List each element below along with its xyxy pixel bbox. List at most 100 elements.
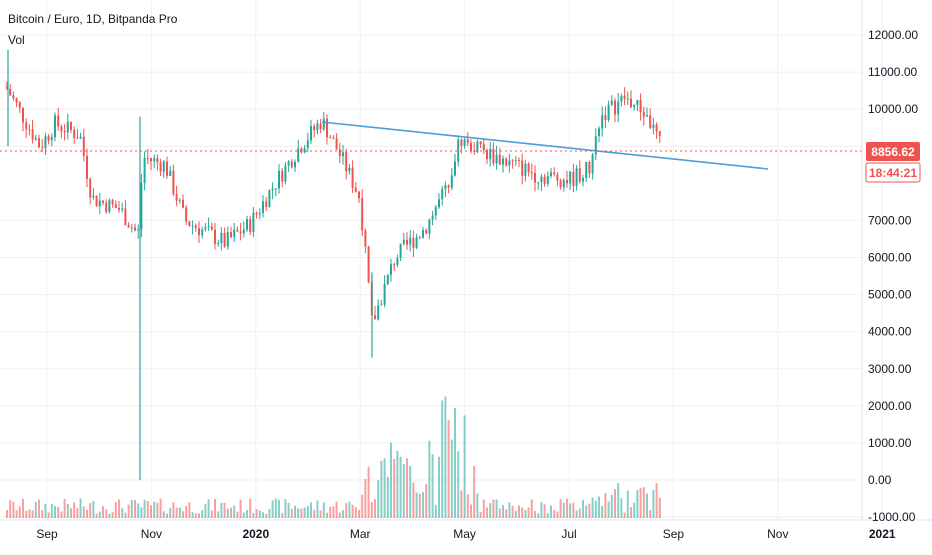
candle-body (201, 229, 204, 236)
candle-body (402, 239, 405, 244)
volume-bar (530, 499, 533, 518)
volume-bar (258, 510, 261, 518)
candle-body (9, 88, 12, 96)
candle-body (226, 232, 229, 247)
candle-body (284, 165, 287, 182)
volume-bar (153, 501, 156, 518)
trendline[interactable] (321, 121, 769, 170)
candle-body (188, 221, 191, 227)
volume-bar (146, 501, 149, 518)
volume-bar (297, 508, 300, 518)
volume-bar (572, 502, 575, 518)
volume-bar (441, 400, 444, 518)
candle-body (514, 160, 517, 162)
volume-bar (89, 503, 92, 518)
volume-bar (617, 483, 620, 518)
candle-body (31, 129, 34, 140)
candle-body (601, 115, 604, 129)
time-tick-label: Nov (767, 527, 788, 541)
volume-bar (329, 506, 332, 518)
candle-body (271, 188, 274, 191)
candle-body (348, 167, 351, 172)
candle-body (313, 126, 316, 131)
candle-body (252, 212, 255, 233)
candle-body (297, 148, 300, 162)
candle-body (530, 172, 533, 174)
volume-bar (527, 507, 530, 518)
candle-body (38, 138, 40, 148)
candle-body (242, 229, 245, 234)
candle-body (329, 137, 332, 139)
volume-bar (406, 458, 408, 518)
volume-bar (610, 494, 613, 518)
price-axis[interactable]: 12000.0011000.0010000.009000.007000.0060… (868, 28, 918, 524)
volume-bar (495, 499, 498, 518)
volume-bar (450, 439, 453, 518)
candle-body (146, 157, 149, 159)
volume-bar (444, 396, 447, 518)
candle-body (249, 219, 252, 233)
volume-indicator-label[interactable]: Vol (8, 33, 25, 47)
candle-body (604, 115, 607, 120)
candle-body (175, 194, 178, 201)
candle-body (364, 230, 367, 247)
volume-bar (306, 505, 309, 518)
volume-bar (137, 503, 140, 518)
volume-bar (386, 476, 389, 518)
volume-bar (473, 466, 476, 518)
volume-bar (175, 507, 178, 518)
volume-bar (454, 407, 456, 518)
volume-bar (185, 505, 188, 518)
volume-bar (415, 492, 418, 518)
time-axis[interactable]: Sep Nov 2020 Mar May Jul Sep Nov 2021 (36, 527, 896, 541)
volume-bar (268, 509, 271, 518)
volume-bar (367, 466, 370, 518)
candle-body (546, 176, 549, 184)
volume-bar (521, 507, 524, 518)
volume-bar (105, 509, 108, 518)
volume-bar (150, 505, 152, 518)
candle-body (306, 140, 309, 149)
volume-bar (546, 513, 549, 518)
time-tick-label: Sep (663, 527, 685, 541)
candle-body (210, 226, 213, 230)
candle-body (374, 315, 376, 320)
volume-bar (594, 500, 597, 518)
candle-body (409, 237, 412, 245)
volume-bar (57, 507, 60, 518)
volume-bar (562, 502, 565, 518)
volume-bar (50, 503, 53, 518)
candle-body (649, 115, 652, 128)
candle-body (594, 136, 597, 155)
candle-body (130, 227, 133, 229)
volume-bar (12, 501, 15, 518)
volume-bar (230, 507, 232, 518)
volume-bar (178, 507, 181, 518)
candle-body (118, 208, 120, 210)
symbol-title[interactable]: Bitcoin / Euro, 1D, Bitpanda Pro (8, 12, 178, 26)
candle-body (585, 161, 588, 179)
volume-bar (41, 510, 44, 518)
candle-body (578, 168, 581, 182)
volume-bar (284, 499, 287, 518)
candle-body (534, 173, 536, 183)
volume-bar (47, 512, 50, 518)
candle-body (623, 95, 626, 100)
candle-body (217, 243, 220, 245)
volume-bar (377, 480, 380, 518)
candle-body (47, 136, 50, 141)
volume-bar (649, 509, 652, 518)
volume-bar (214, 498, 216, 518)
candle-body (630, 98, 632, 108)
candle-body (332, 138, 335, 140)
volume-bar (470, 504, 472, 518)
candle-body (598, 128, 600, 137)
volume-bar (95, 513, 98, 518)
volume-bar (457, 451, 460, 518)
candle-body (476, 141, 479, 152)
candle-body (396, 258, 399, 265)
candle-body (377, 305, 380, 320)
candle-body (655, 124, 658, 132)
